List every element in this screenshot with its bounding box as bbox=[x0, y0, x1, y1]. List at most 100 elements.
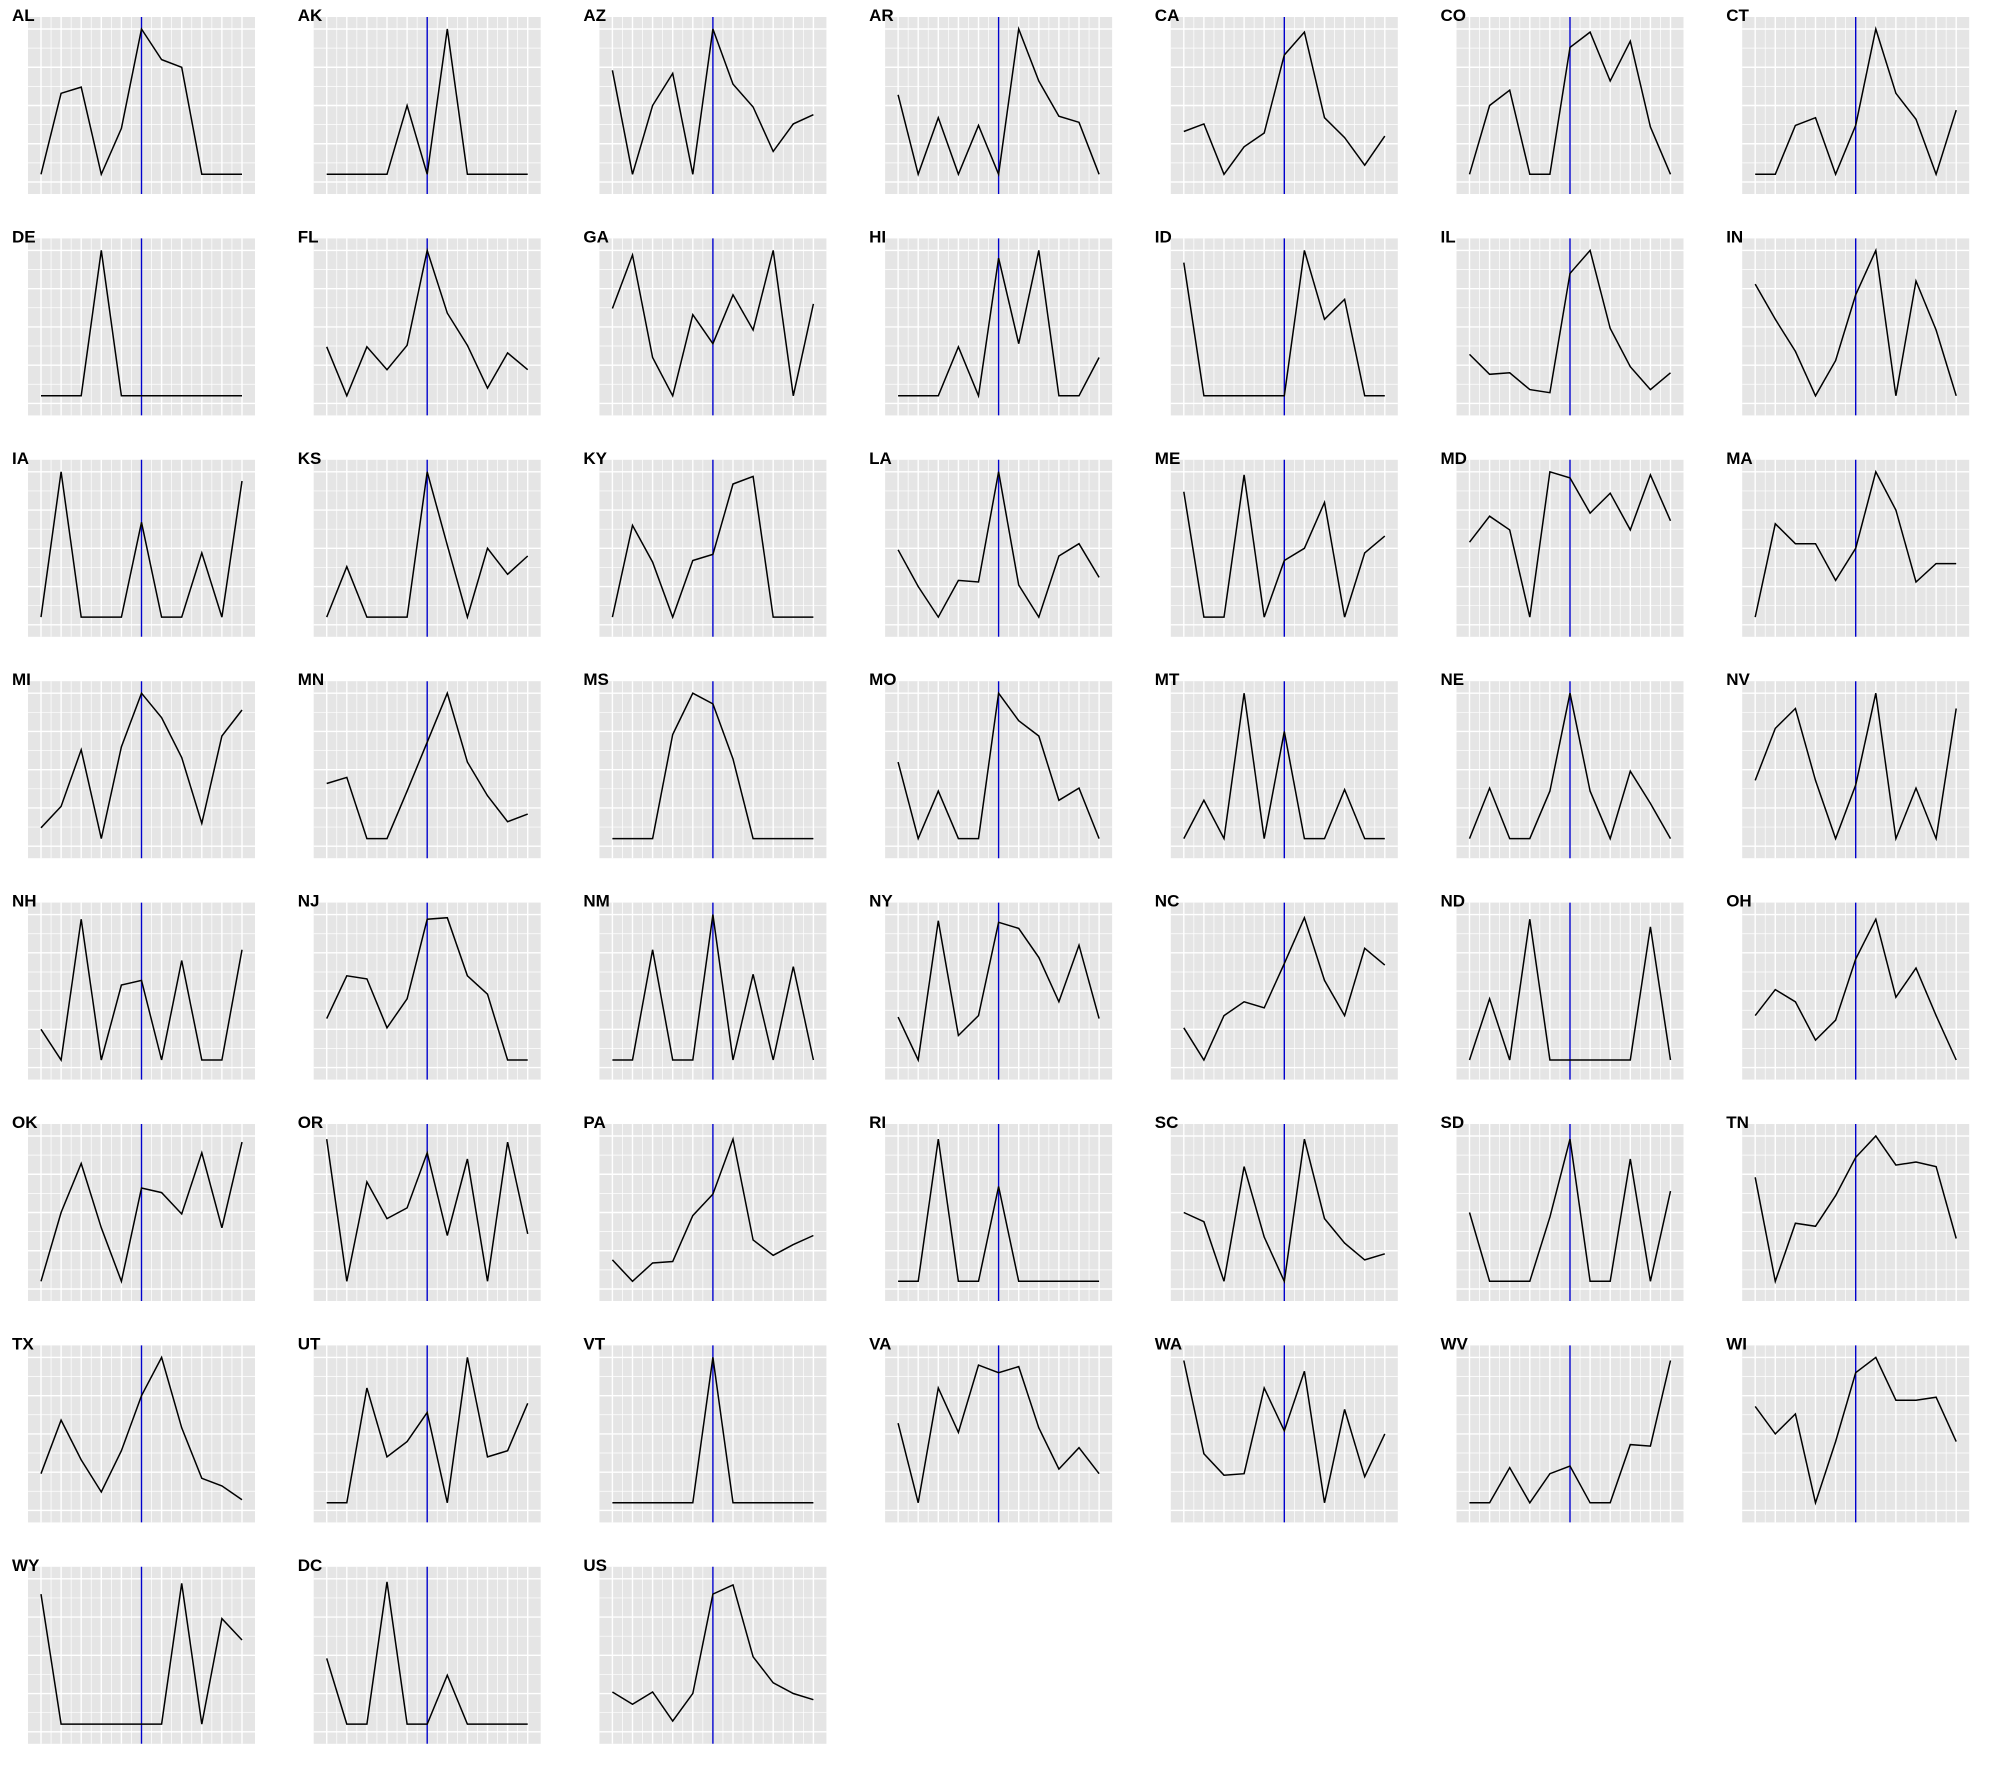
series-line-nj bbox=[326, 916, 528, 1061]
panel-ks: KS bbox=[298, 449, 541, 637]
panel-label: AZ bbox=[583, 6, 606, 25]
panel-ne: NE bbox=[1441, 670, 1684, 859]
panel-label: WY bbox=[12, 1556, 40, 1575]
panel-label: OR bbox=[298, 1113, 324, 1132]
panel-tn: TN bbox=[1726, 1113, 1970, 1301]
panel-va: VA bbox=[869, 1334, 1113, 1523]
panel-ut: UT bbox=[298, 1334, 541, 1523]
panel-ma: MA bbox=[1726, 449, 1970, 637]
panel-label: ND bbox=[1441, 892, 1466, 911]
panel-label: US bbox=[583, 1556, 607, 1575]
panel-label: UT bbox=[298, 1334, 321, 1353]
panel-wi: WI bbox=[1726, 1334, 1970, 1523]
panel-dc: DC bbox=[298, 1556, 541, 1744]
series-line-vt bbox=[612, 1357, 814, 1504]
panel-label: NH bbox=[12, 892, 37, 911]
series-line-ca bbox=[1183, 30, 1386, 176]
panel-label: ME bbox=[1155, 449, 1181, 468]
panel-label: OH bbox=[1726, 892, 1752, 911]
series-line-me bbox=[1183, 474, 1386, 618]
series-line-la bbox=[897, 471, 1100, 619]
series-line-mn bbox=[326, 690, 528, 840]
panel-label: CA bbox=[1155, 6, 1180, 25]
series-line-mt bbox=[1183, 693, 1385, 842]
panel-label: VT bbox=[583, 1334, 605, 1353]
series-line-ny bbox=[897, 920, 1100, 1063]
panel-label: HI bbox=[869, 227, 886, 246]
panel-ga: GA bbox=[583, 227, 827, 416]
panel-ri: RI bbox=[869, 1113, 1113, 1301]
series-line-il bbox=[1468, 248, 1671, 394]
series-line-ia bbox=[40, 471, 243, 618]
panel-wy: WY bbox=[12, 1556, 255, 1744]
panel-fl: FL bbox=[298, 227, 541, 416]
series-line-az bbox=[611, 28, 814, 175]
panel-nv: NV bbox=[1726, 670, 1970, 859]
panel-nc: NC bbox=[1155, 892, 1398, 1080]
series-line-us bbox=[612, 1583, 814, 1723]
panel-label: TX bbox=[12, 1334, 34, 1353]
panel-label: MS bbox=[583, 670, 609, 689]
panel-md: MD bbox=[1441, 449, 1684, 637]
panel-mo: MO bbox=[869, 670, 1113, 859]
series-line-mo bbox=[897, 691, 1100, 841]
panel-ak: AK bbox=[298, 6, 541, 194]
panel-label: WV bbox=[1441, 1334, 1469, 1353]
panel-in: IN bbox=[1726, 227, 1970, 416]
panel-ca: CA bbox=[1155, 6, 1398, 194]
panel-label: GA bbox=[583, 227, 609, 246]
panel-label: MO bbox=[869, 670, 896, 689]
series-line-nh bbox=[40, 919, 243, 1063]
panel-us: US bbox=[583, 1556, 827, 1744]
panel-sd: SD bbox=[1441, 1113, 1684, 1301]
panel-il: IL bbox=[1441, 227, 1684, 416]
panel-nh: NH bbox=[12, 892, 255, 1080]
panel-al: AL bbox=[12, 6, 255, 194]
panel-nd: ND bbox=[1441, 892, 1684, 1080]
series-line-nv bbox=[1754, 693, 1957, 842]
series-line-md bbox=[1468, 470, 1672, 618]
panel-mt: MT bbox=[1155, 670, 1398, 859]
panel-wa: WA bbox=[1155, 1334, 1398, 1523]
panel-label: NC bbox=[1155, 892, 1180, 911]
series-line-dc bbox=[325, 1581, 528, 1725]
series-line-ks bbox=[326, 471, 529, 620]
series-line-de bbox=[41, 250, 242, 397]
panel-de: DE bbox=[12, 227, 255, 416]
series-line-al bbox=[40, 27, 242, 177]
series-line-pa bbox=[611, 1136, 814, 1283]
panel-label: FL bbox=[298, 227, 319, 246]
panel-label: AL bbox=[12, 6, 35, 25]
panel-label: VA bbox=[869, 1334, 891, 1353]
series-line-sd bbox=[1468, 1138, 1672, 1283]
panel-label: NV bbox=[1726, 670, 1750, 689]
series-line-or bbox=[325, 1138, 529, 1282]
panel-co: CO bbox=[1441, 6, 1684, 194]
panel-label: NY bbox=[869, 892, 893, 911]
panel-pa: PA bbox=[583, 1113, 827, 1301]
panel-hi: HI bbox=[869, 227, 1113, 416]
series-line-hi bbox=[898, 250, 1100, 399]
series-line-nm bbox=[612, 914, 815, 1061]
panel-label: DC bbox=[298, 1556, 323, 1575]
panel-label: DE bbox=[12, 227, 36, 246]
panel-oh: OH bbox=[1726, 892, 1970, 1080]
panel-la: LA bbox=[869, 449, 1113, 637]
series-line-ne bbox=[1468, 693, 1672, 841]
panel-label: NM bbox=[583, 892, 609, 911]
panel-label: SC bbox=[1155, 1113, 1179, 1132]
series-line-ky bbox=[611, 475, 814, 620]
panel-label: MD bbox=[1441, 449, 1467, 468]
panel-label: KY bbox=[583, 449, 607, 468]
panel-label: IL bbox=[1441, 227, 1456, 246]
panel-wv: WV bbox=[1441, 1334, 1684, 1523]
panel-label: IN bbox=[1726, 227, 1743, 246]
series-line-ms bbox=[612, 692, 814, 840]
panel-label: SD bbox=[1441, 1113, 1465, 1132]
series-line-co bbox=[1468, 30, 1672, 176]
series-line-ak bbox=[326, 28, 528, 176]
panel-label: MI bbox=[12, 670, 31, 689]
panel-ms: MS bbox=[583, 670, 827, 859]
panel-label: PA bbox=[583, 1113, 605, 1132]
series-line-tx bbox=[40, 1355, 243, 1501]
